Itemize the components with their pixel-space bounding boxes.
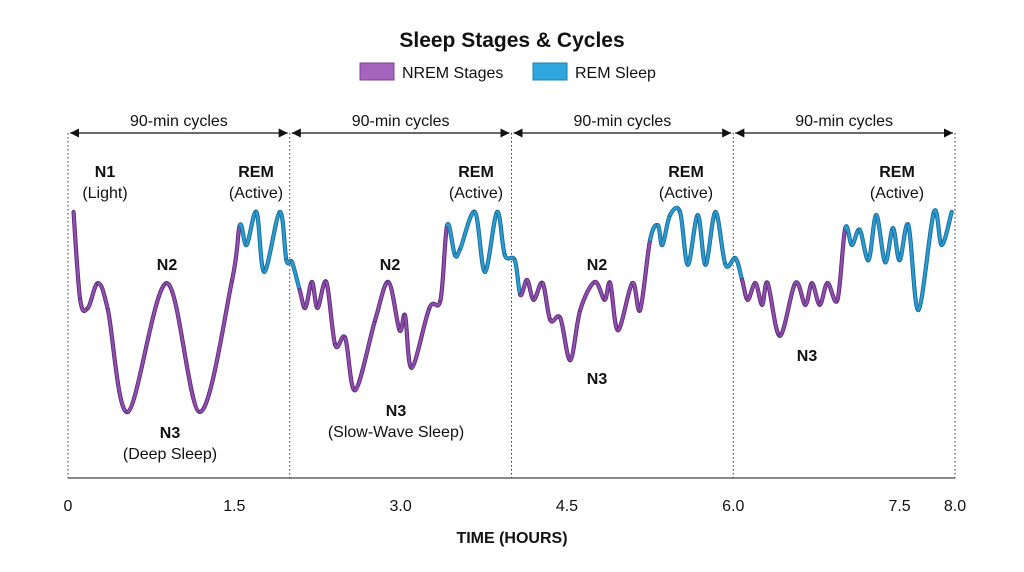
nrem-segment [638,238,652,312]
annotation-rem-c2-subtitle: (Active) [449,185,503,202]
annotation-n3-c1-subtitle: (Deep Sleep) [123,446,217,463]
legend-swatch-nrem [359,62,395,81]
rem-segment [263,210,281,274]
nrem-segment [616,281,634,332]
cycle-markers: 90-min cycles 90-min cycles 90-min cycles 9… [67,113,956,478]
rem-segment [917,210,936,312]
annotation-rem-c1-title: REM [238,164,274,181]
rem-segment [714,210,727,266]
legend-label-nrem: NREM Stages [402,65,503,82]
x-tick-label: 6.0 [722,498,744,515]
rem-segment [290,261,301,292]
x-axis-label: TIME (HOURS) [456,530,567,547]
annotation-n2-c1: N2 [157,257,178,274]
legend: NREM Stages REM Sleep [359,62,656,82]
chart-title: Sleep Stages & Cycles [399,29,624,52]
annotation-n3-c3: N3 [587,371,608,388]
annotation-rem-c2-title: REM [458,164,494,181]
sleep-curve [71,205,954,415]
annotation-n3-c2-subtitle: (Slow-Wave Sleep) [328,424,464,441]
rem-segment [686,213,699,266]
annotation-n2-c2: N2 [380,257,401,274]
annotation-n2-c3: N2 [587,257,608,274]
x-tick-label: 8.0 [944,498,966,515]
annotation-rem-c3-subtitle: (Active) [659,185,713,202]
nrem-segment [86,281,100,310]
annotation-rem-c1-subtitle: (Active) [229,185,283,202]
annotations: N1 (Light) N2 N3 (Deep Sleep) REM (Activ… [82,164,924,463]
cycle-label: 90-min cycles [352,113,450,130]
rem-segment [483,210,499,274]
x-axis-ticks: 0 1.5 3.0 4.5 6.0 7.5 8.0 [64,498,967,515]
rem-segment [940,210,953,247]
cycle-label: 90-min cycles [130,113,228,130]
rem-segment [495,210,507,257]
legend-label-rem: REM Sleep [575,65,656,82]
annotation-n3-c2-title: N3 [386,403,407,420]
nrem-segment [126,281,168,414]
nrem-segment [165,281,202,414]
x-tick-label: 4.5 [556,498,578,515]
cycle-label: 90-min cycles [573,113,671,130]
nrem-segment [410,306,431,370]
x-tick-label: 0 [64,498,73,515]
nrem-segment [569,308,582,362]
nrem-segment [325,280,337,347]
x-tick-label: 7.5 [888,498,910,515]
legend-swatch-rem [532,62,568,81]
annotation-rem-c4-title: REM [879,164,915,181]
rem-segment [661,213,672,247]
annotation-n3-c1-title: N3 [160,425,181,442]
annotation-rem-c3-title: REM [668,164,704,181]
nrem-segment [541,281,552,322]
rem-segment [875,213,887,264]
nrem-segment [428,298,442,310]
nrem-segment [778,281,797,338]
nrem-segment [106,308,130,414]
x-tick-label: 1.5 [223,498,245,515]
annotation-rem-c4-subtitle: (Active) [870,185,924,202]
nrem-segment [439,223,449,301]
nrem-segment [836,227,847,301]
x-tick-label: 3.0 [390,498,412,515]
nrem-segment [230,223,242,282]
cycle-label: 90-min cycles [795,113,893,130]
nrem-segment [198,278,234,414]
rem-segment [704,210,717,266]
annotation-n1-subtitle: (Light) [82,185,127,202]
rem-segment [278,210,288,262]
nrem-segment [353,318,377,392]
rem-segment [473,210,487,274]
annotation-n3-c4: N3 [797,348,818,365]
annotation-n1-title: N1 [95,164,116,181]
nrem-segment [387,280,401,332]
nrem-segment [72,210,82,301]
nrem-segment [96,281,110,312]
